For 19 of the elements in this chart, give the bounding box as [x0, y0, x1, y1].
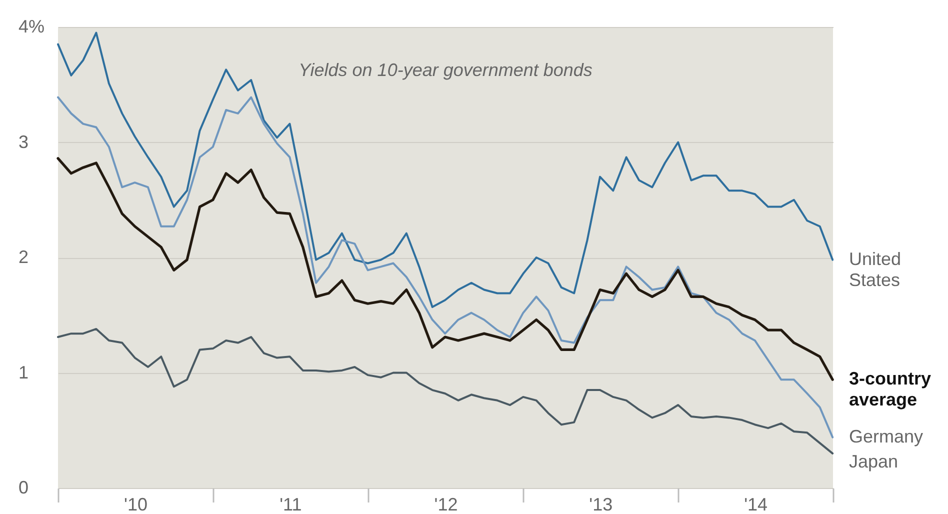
y-tick-label: 3 [18, 132, 29, 152]
x-tick-label: '12 [434, 494, 458, 514]
x-tick-label: '11 [280, 494, 302, 514]
y-tick-label: 4% [18, 16, 45, 36]
series-label: United States [849, 248, 902, 290]
line-series [57, 96, 834, 438]
text: Yields on 10-year government bonds [298, 60, 592, 80]
x-tick-label: '13 [589, 494, 613, 514]
line-series [57, 32, 834, 308]
y-tick-label: 1 [18, 362, 29, 382]
y-tick-label: 2 [18, 247, 29, 267]
line-series [56, 157, 834, 381]
x-tick-label: '14 [744, 494, 768, 514]
y-tick-label: 0 [18, 478, 29, 498]
series-label: 3-country average [849, 368, 932, 410]
line-series [57, 328, 834, 454]
x-tick-label: '10 [124, 494, 148, 514]
series-label: Germany [849, 426, 924, 446]
series-label: Japan [849, 451, 898, 472]
